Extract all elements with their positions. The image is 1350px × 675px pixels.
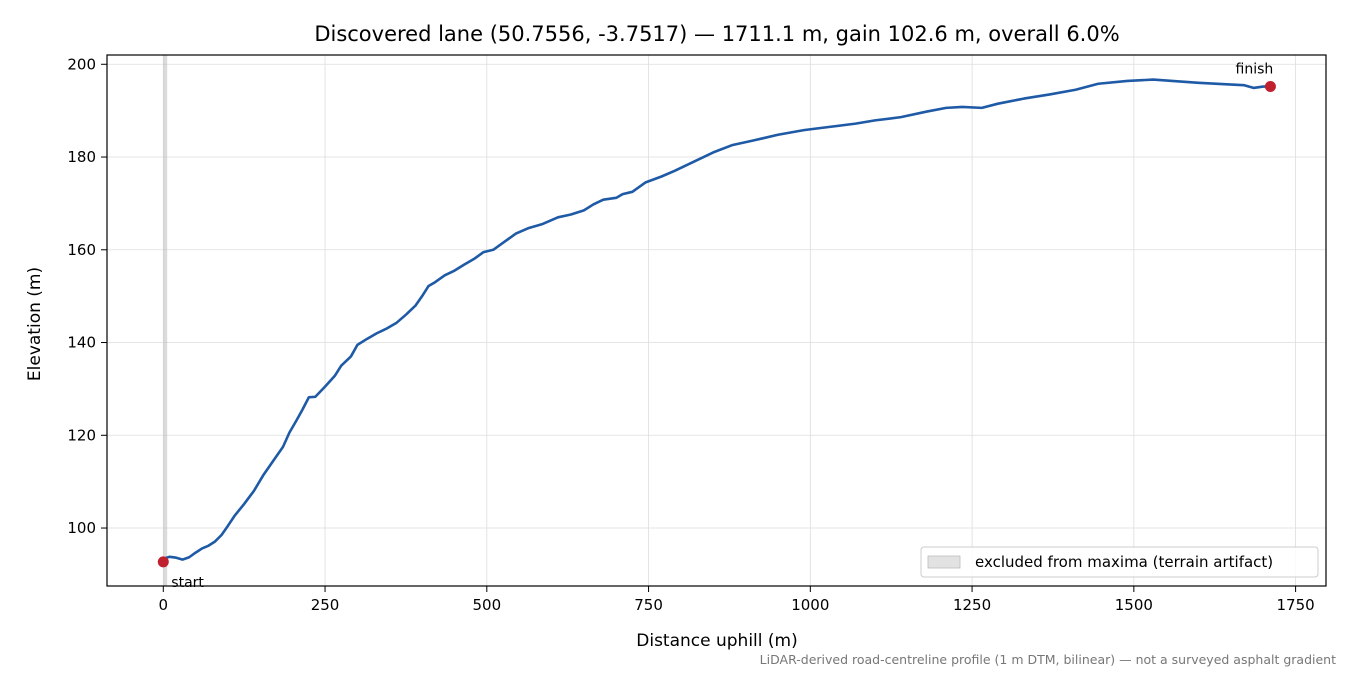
x-tick-label: 750	[634, 596, 663, 614]
y-tick-label: 200	[67, 55, 96, 73]
x-tick-label: 1500	[1115, 596, 1153, 614]
excluded-band-layer	[163, 55, 168, 586]
y-tick-label: 160	[67, 241, 96, 259]
legend-box	[920, 546, 1319, 578]
y-axis-ticks: 100 120 140 160 180 200	[67, 55, 107, 537]
grid-lines	[107, 55, 1326, 586]
legend: excluded from maxima (terrain artifact)	[920, 546, 1319, 578]
excluded-band	[163, 55, 168, 586]
legend-label-excluded: excluded from maxima (terrain artifact)	[975, 553, 1273, 571]
x-tick-label: 1000	[791, 596, 829, 614]
plot-frame	[106, 54, 1327, 587]
x-tick-label: 1250	[953, 596, 991, 614]
chart-title: Discovered lane (50.7556, -3.7517) — 171…	[314, 22, 1119, 46]
marker-finish	[1264, 81, 1276, 93]
x-axis-label: Distance uphill (m)	[636, 631, 797, 651]
x-tick-label: 250	[311, 596, 340, 614]
marker-label-start: start	[171, 575, 204, 591]
x-axis-ticks: 0 250 500 750 1000 1250 1500 1750	[159, 586, 1315, 614]
x-tick-label: 1750	[1276, 596, 1314, 614]
marker-layer: start finish	[157, 62, 1276, 591]
series-line-0	[161, 78, 1272, 564]
y-tick-label: 140	[67, 334, 96, 352]
y-axis-label: Elevation (m)	[25, 267, 45, 381]
x-tick-label: 500	[472, 596, 501, 614]
y-tick-label: 100	[67, 519, 96, 537]
x-tick-label: 0	[159, 596, 169, 614]
marker-label-finish: finish	[1236, 62, 1274, 78]
series-layer	[161, 78, 1272, 564]
y-tick-label: 180	[67, 148, 96, 166]
footnote: LiDAR-derived road-centreline profile (1…	[760, 652, 1336, 667]
y-tick-label: 120	[67, 426, 96, 444]
legend-swatch-excluded	[927, 555, 961, 569]
marker-start	[157, 556, 169, 568]
